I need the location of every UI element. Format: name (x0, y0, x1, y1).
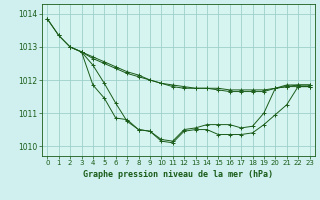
X-axis label: Graphe pression niveau de la mer (hPa): Graphe pression niveau de la mer (hPa) (84, 170, 273, 179)
